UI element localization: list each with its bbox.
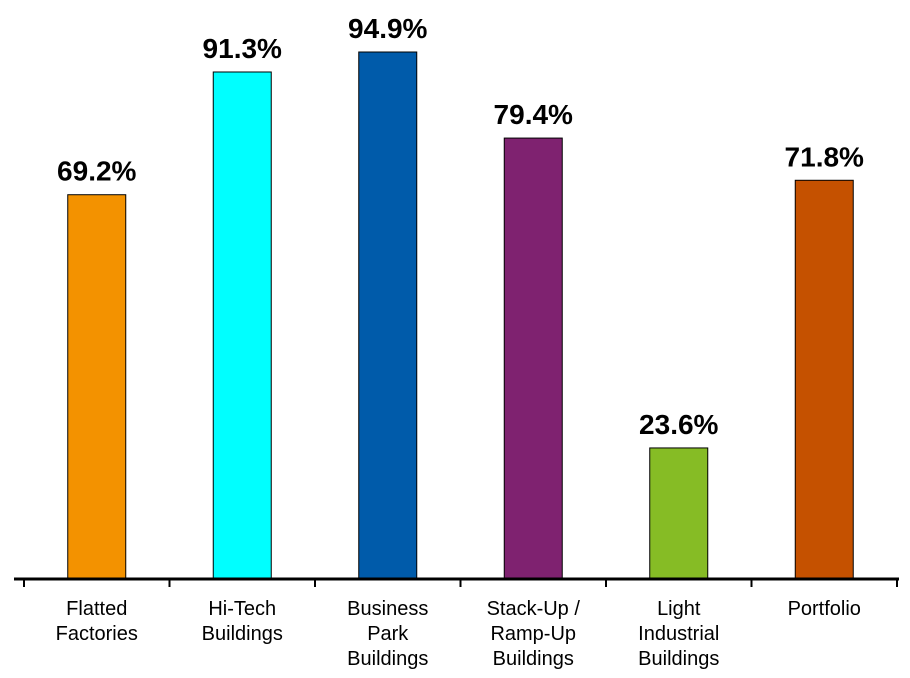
bar-2 [358, 51, 418, 580]
bar-0 [67, 194, 127, 580]
category-label-4-2: Buildings [638, 648, 719, 670]
category-label-2-0: Business [347, 598, 428, 620]
category-label-4-0: Light [657, 598, 701, 620]
value-label-4: 23.6% [639, 409, 718, 440]
category-label-2-1: Park [367, 623, 409, 645]
labels-group: 69.2% Flatted Factories 91.3% Hi-Tech Buildin… [56, 13, 864, 670]
bar-4 [649, 447, 709, 580]
bar-5 [794, 179, 854, 580]
bars-group [67, 51, 854, 580]
value-label-5: 71.8% [785, 141, 864, 172]
value-label-3: 79.4% [494, 99, 573, 130]
bar-3 [503, 137, 563, 580]
category-label-1-0: Hi-Tech [208, 598, 276, 620]
category-label-3-1: Ramp-Up [490, 623, 576, 645]
category-label-0-0: Flatted [66, 598, 127, 620]
value-label-2: 94.9% [348, 13, 427, 44]
category-label-3-2: Buildings [493, 648, 574, 670]
category-label-2-2: Buildings [347, 648, 428, 670]
category-label-5-0: Portfolio [788, 598, 861, 620]
category-label-0-1: Factories [56, 623, 138, 645]
value-label-1: 91.3% [203, 33, 282, 64]
category-label-3-0: Stack-Up / [487, 598, 581, 620]
value-label-0: 69.2% [57, 156, 136, 187]
category-label-1-1: Buildings [202, 623, 283, 645]
x-axis [14, 577, 899, 587]
category-label-4-1: Industrial [638, 623, 719, 645]
bar-1 [212, 71, 272, 580]
